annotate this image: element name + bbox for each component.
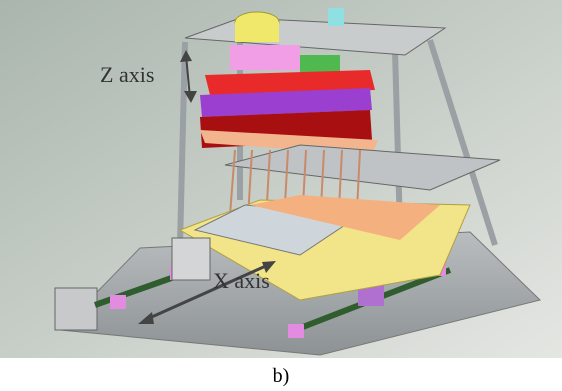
figure: Z axis X axis b) xyxy=(0,0,562,391)
bearing xyxy=(288,324,304,338)
z-axis-label: Z axis xyxy=(100,62,154,87)
x-axis-label: X axis xyxy=(213,268,270,293)
bracket xyxy=(172,238,210,280)
motor xyxy=(235,22,279,42)
block xyxy=(230,45,300,70)
caption: b) xyxy=(273,365,290,387)
end-plate xyxy=(55,288,97,330)
bearing xyxy=(110,295,126,309)
fitting xyxy=(328,8,344,26)
